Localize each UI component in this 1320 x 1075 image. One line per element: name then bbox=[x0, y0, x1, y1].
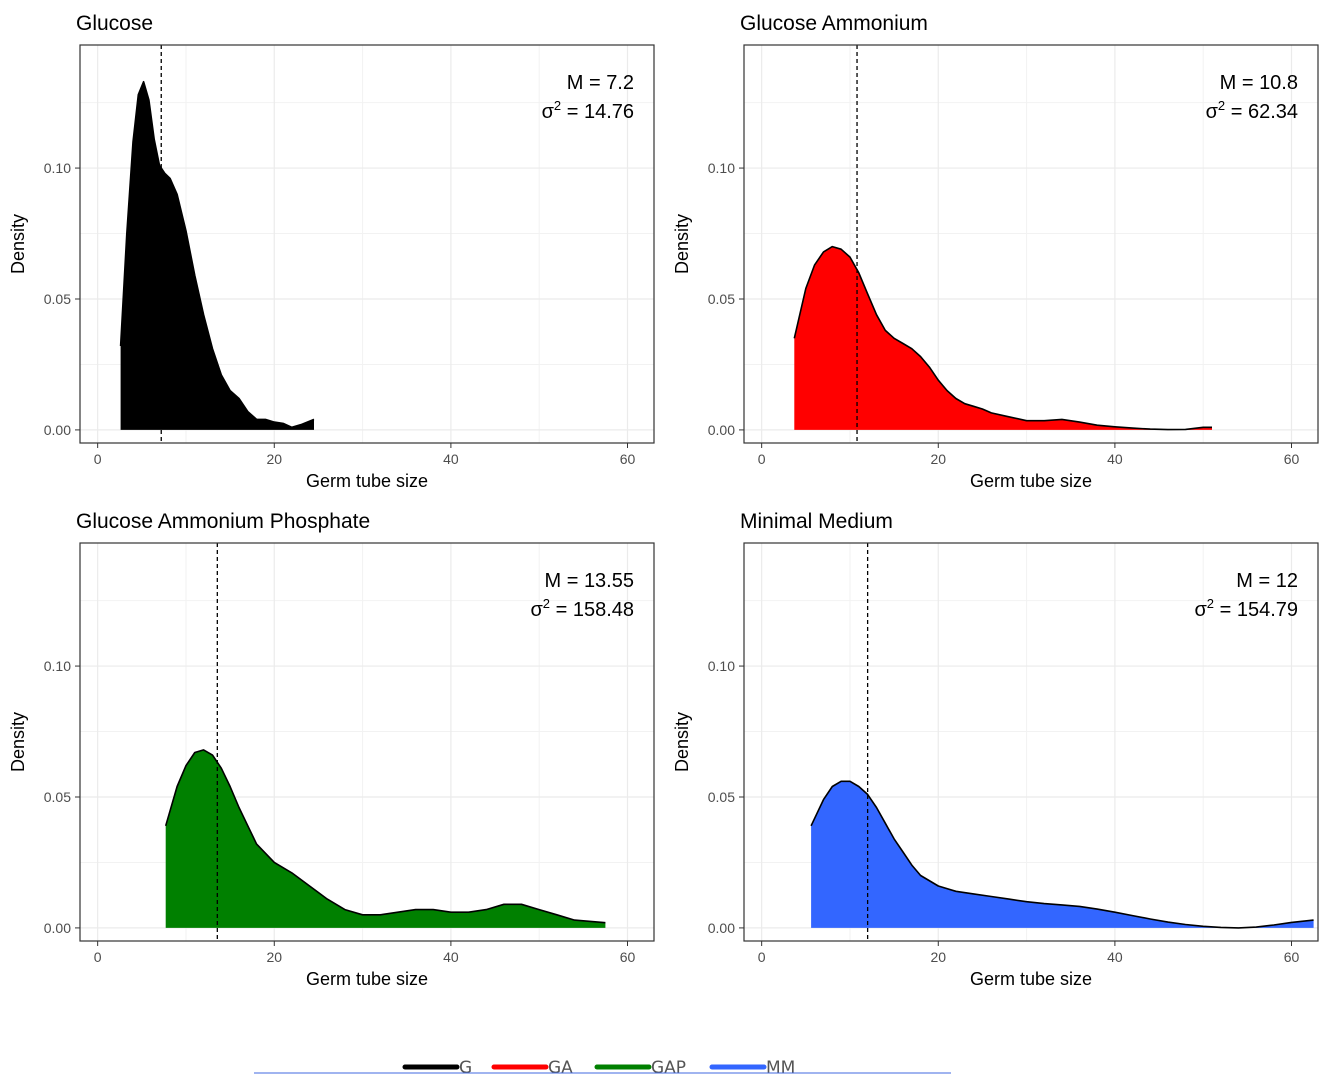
panel-border bbox=[79, 44, 655, 444]
variance-value: = 154.79 bbox=[1214, 599, 1298, 621]
variance-value: = 158.48 bbox=[550, 599, 634, 621]
variance-value: = 14.76 bbox=[561, 101, 634, 123]
density-area bbox=[120, 81, 314, 430]
y-tick-label: 0.05 bbox=[708, 789, 735, 805]
variance-superscript: 2 bbox=[1218, 98, 1225, 113]
panel-border bbox=[79, 542, 655, 942]
legend-item: MM bbox=[709, 1058, 795, 1075]
panel-title: Glucose Ammonium bbox=[740, 12, 928, 35]
x-tick-label: 20 bbox=[930, 451, 946, 467]
y-axis-label: Density bbox=[672, 712, 692, 772]
y-axis-label: Density bbox=[8, 712, 28, 772]
panel-1: Glucose 0 20 40 60 0.00 0.05 0.10 Germ tube size… bbox=[8, 12, 655, 491]
x-tick-label: 20 bbox=[266, 949, 282, 965]
annotation-mean: M = 12 bbox=[1236, 570, 1298, 592]
variance-superscript: 2 bbox=[543, 596, 550, 611]
y-tick-label: 0.10 bbox=[708, 658, 735, 674]
density-area bbox=[794, 246, 1212, 430]
x-tick-label: 40 bbox=[1107, 451, 1123, 467]
y-tick-label: 0.00 bbox=[708, 422, 735, 438]
y-axis-label: Density bbox=[672, 214, 692, 274]
density-curve bbox=[810, 780, 1314, 929]
legend-item: GAP bbox=[594, 1058, 686, 1075]
legend-item: GA bbox=[491, 1058, 573, 1075]
x-axis-label: Germ tube size bbox=[306, 471, 428, 491]
density-curve bbox=[164, 749, 606, 924]
x-axis-label: Germ tube size bbox=[970, 969, 1092, 989]
panel-4: Minimal Medium 0 20 40 60 0.00 0.05 0.10 Germ tu… bbox=[672, 510, 1319, 989]
annotation-mean: M = 7.2 bbox=[567, 72, 634, 94]
x-tick-label: 20 bbox=[266, 451, 282, 467]
x-tick-label: 60 bbox=[620, 451, 636, 467]
y-tick-label: 0.00 bbox=[44, 422, 71, 438]
panel-2: Glucose Ammonium 0 20 40 60 0.00 0.05 0.10 Germ … bbox=[672, 12, 1319, 491]
x-tick-label: 40 bbox=[1107, 949, 1123, 965]
legend-label: MM bbox=[766, 1058, 795, 1075]
x-tick-label: 0 bbox=[758, 451, 766, 467]
panel-3: Glucose Ammonium Phosphate 0 20 40 60 0.00 0.0… bbox=[8, 510, 655, 989]
x-tick-label: 40 bbox=[443, 451, 459, 467]
variance-symbol: σ bbox=[530, 599, 543, 621]
panel-title: Glucose bbox=[76, 12, 153, 35]
annotation-mean: M = 13.55 bbox=[544, 570, 634, 592]
x-tick-label: 0 bbox=[94, 949, 102, 965]
y-tick-label: 0.10 bbox=[708, 160, 735, 176]
variance-symbol: σ bbox=[1206, 101, 1219, 123]
variance-superscript: 2 bbox=[554, 98, 561, 113]
legend-label: GAP bbox=[651, 1058, 686, 1075]
y-tick-label: 0.05 bbox=[44, 789, 71, 805]
density-area bbox=[811, 781, 1314, 928]
variance-value: = 62.34 bbox=[1225, 101, 1298, 123]
panel-border bbox=[743, 44, 1319, 444]
legend: G GA GAP MM bbox=[254, 1058, 951, 1075]
annotation-variance: σ2 = 154.79 bbox=[1194, 596, 1298, 621]
density-area bbox=[165, 749, 606, 928]
y-tick-label: 0.00 bbox=[44, 920, 71, 936]
x-tick-label: 0 bbox=[94, 451, 102, 467]
y-tick-label: 0.00 bbox=[708, 920, 735, 936]
x-axis-label: Germ tube size bbox=[970, 471, 1092, 491]
variance-symbol: σ bbox=[542, 101, 555, 123]
variance-superscript: 2 bbox=[1207, 596, 1214, 611]
y-tick-label: 0.05 bbox=[708, 291, 735, 307]
x-tick-label: 40 bbox=[443, 949, 459, 965]
x-tick-label: 20 bbox=[930, 949, 946, 965]
y-tick-label: 0.05 bbox=[44, 291, 71, 307]
annotation-variance: σ2 = 14.76 bbox=[542, 98, 634, 123]
x-tick-label: 0 bbox=[758, 949, 766, 965]
x-axis-label: Germ tube size bbox=[306, 969, 428, 989]
y-tick-label: 0.10 bbox=[44, 658, 71, 674]
legend-label: GA bbox=[548, 1058, 573, 1075]
legend-label: G bbox=[459, 1058, 472, 1075]
x-tick-label: 60 bbox=[1284, 451, 1300, 467]
panel-border bbox=[743, 542, 1319, 942]
legend-item: G bbox=[402, 1058, 472, 1075]
panel-title: Minimal Medium bbox=[740, 510, 893, 533]
variance-symbol: σ bbox=[1194, 599, 1207, 621]
x-tick-label: 60 bbox=[1284, 949, 1300, 965]
panel-title: Glucose Ammonium Phosphate bbox=[76, 510, 370, 533]
annotation-variance: σ2 = 158.48 bbox=[530, 596, 634, 621]
annotation-mean: M = 10.8 bbox=[1220, 72, 1298, 94]
density-curve bbox=[119, 80, 315, 429]
y-tick-label: 0.10 bbox=[44, 160, 71, 176]
density-curve bbox=[793, 245, 1212, 431]
annotation-variance: σ2 = 62.34 bbox=[1206, 98, 1298, 123]
x-tick-label: 60 bbox=[620, 949, 636, 965]
y-axis-label: Density bbox=[8, 214, 28, 274]
